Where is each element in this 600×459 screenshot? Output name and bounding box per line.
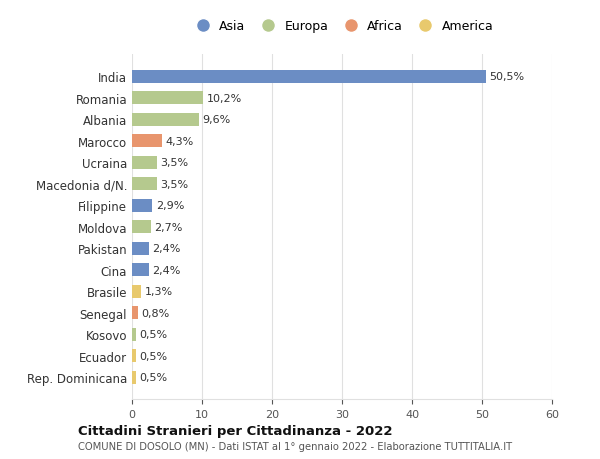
Text: 0,5%: 0,5% <box>139 330 167 339</box>
Text: 2,7%: 2,7% <box>154 222 183 232</box>
Bar <box>132 71 485 84</box>
Bar <box>132 178 157 191</box>
Text: 9,6%: 9,6% <box>203 115 231 125</box>
Bar <box>132 157 157 169</box>
Text: 1,3%: 1,3% <box>145 286 173 297</box>
Text: 4,3%: 4,3% <box>166 136 194 146</box>
Text: Cittadini Stranieri per Cittadinanza - 2022: Cittadini Stranieri per Cittadinanza - 2… <box>78 424 392 437</box>
Bar <box>132 113 199 127</box>
Bar <box>132 285 141 298</box>
Bar <box>132 242 149 255</box>
Bar <box>132 371 136 384</box>
Text: 2,4%: 2,4% <box>152 265 181 275</box>
Bar <box>132 263 149 276</box>
Text: 2,9%: 2,9% <box>156 201 184 211</box>
Text: COMUNE DI DOSOLO (MN) - Dati ISTAT al 1° gennaio 2022 - Elaborazione TUTTITALIA.: COMUNE DI DOSOLO (MN) - Dati ISTAT al 1°… <box>78 441 512 451</box>
Text: 0,5%: 0,5% <box>139 351 167 361</box>
Text: 10,2%: 10,2% <box>207 94 242 104</box>
Text: 50,5%: 50,5% <box>489 72 524 82</box>
Text: 2,4%: 2,4% <box>152 244 181 254</box>
Bar <box>132 135 162 148</box>
Bar <box>132 199 152 212</box>
Text: 3,5%: 3,5% <box>160 158 188 168</box>
Text: 0,5%: 0,5% <box>139 372 167 382</box>
Bar <box>132 221 151 234</box>
Bar <box>132 307 137 319</box>
Text: 3,5%: 3,5% <box>160 179 188 189</box>
Bar <box>132 92 203 105</box>
Bar <box>132 328 136 341</box>
Bar <box>132 349 136 362</box>
Legend: Asia, Europa, Africa, America: Asia, Europa, Africa, America <box>187 17 497 37</box>
Text: 0,8%: 0,8% <box>141 308 169 318</box>
